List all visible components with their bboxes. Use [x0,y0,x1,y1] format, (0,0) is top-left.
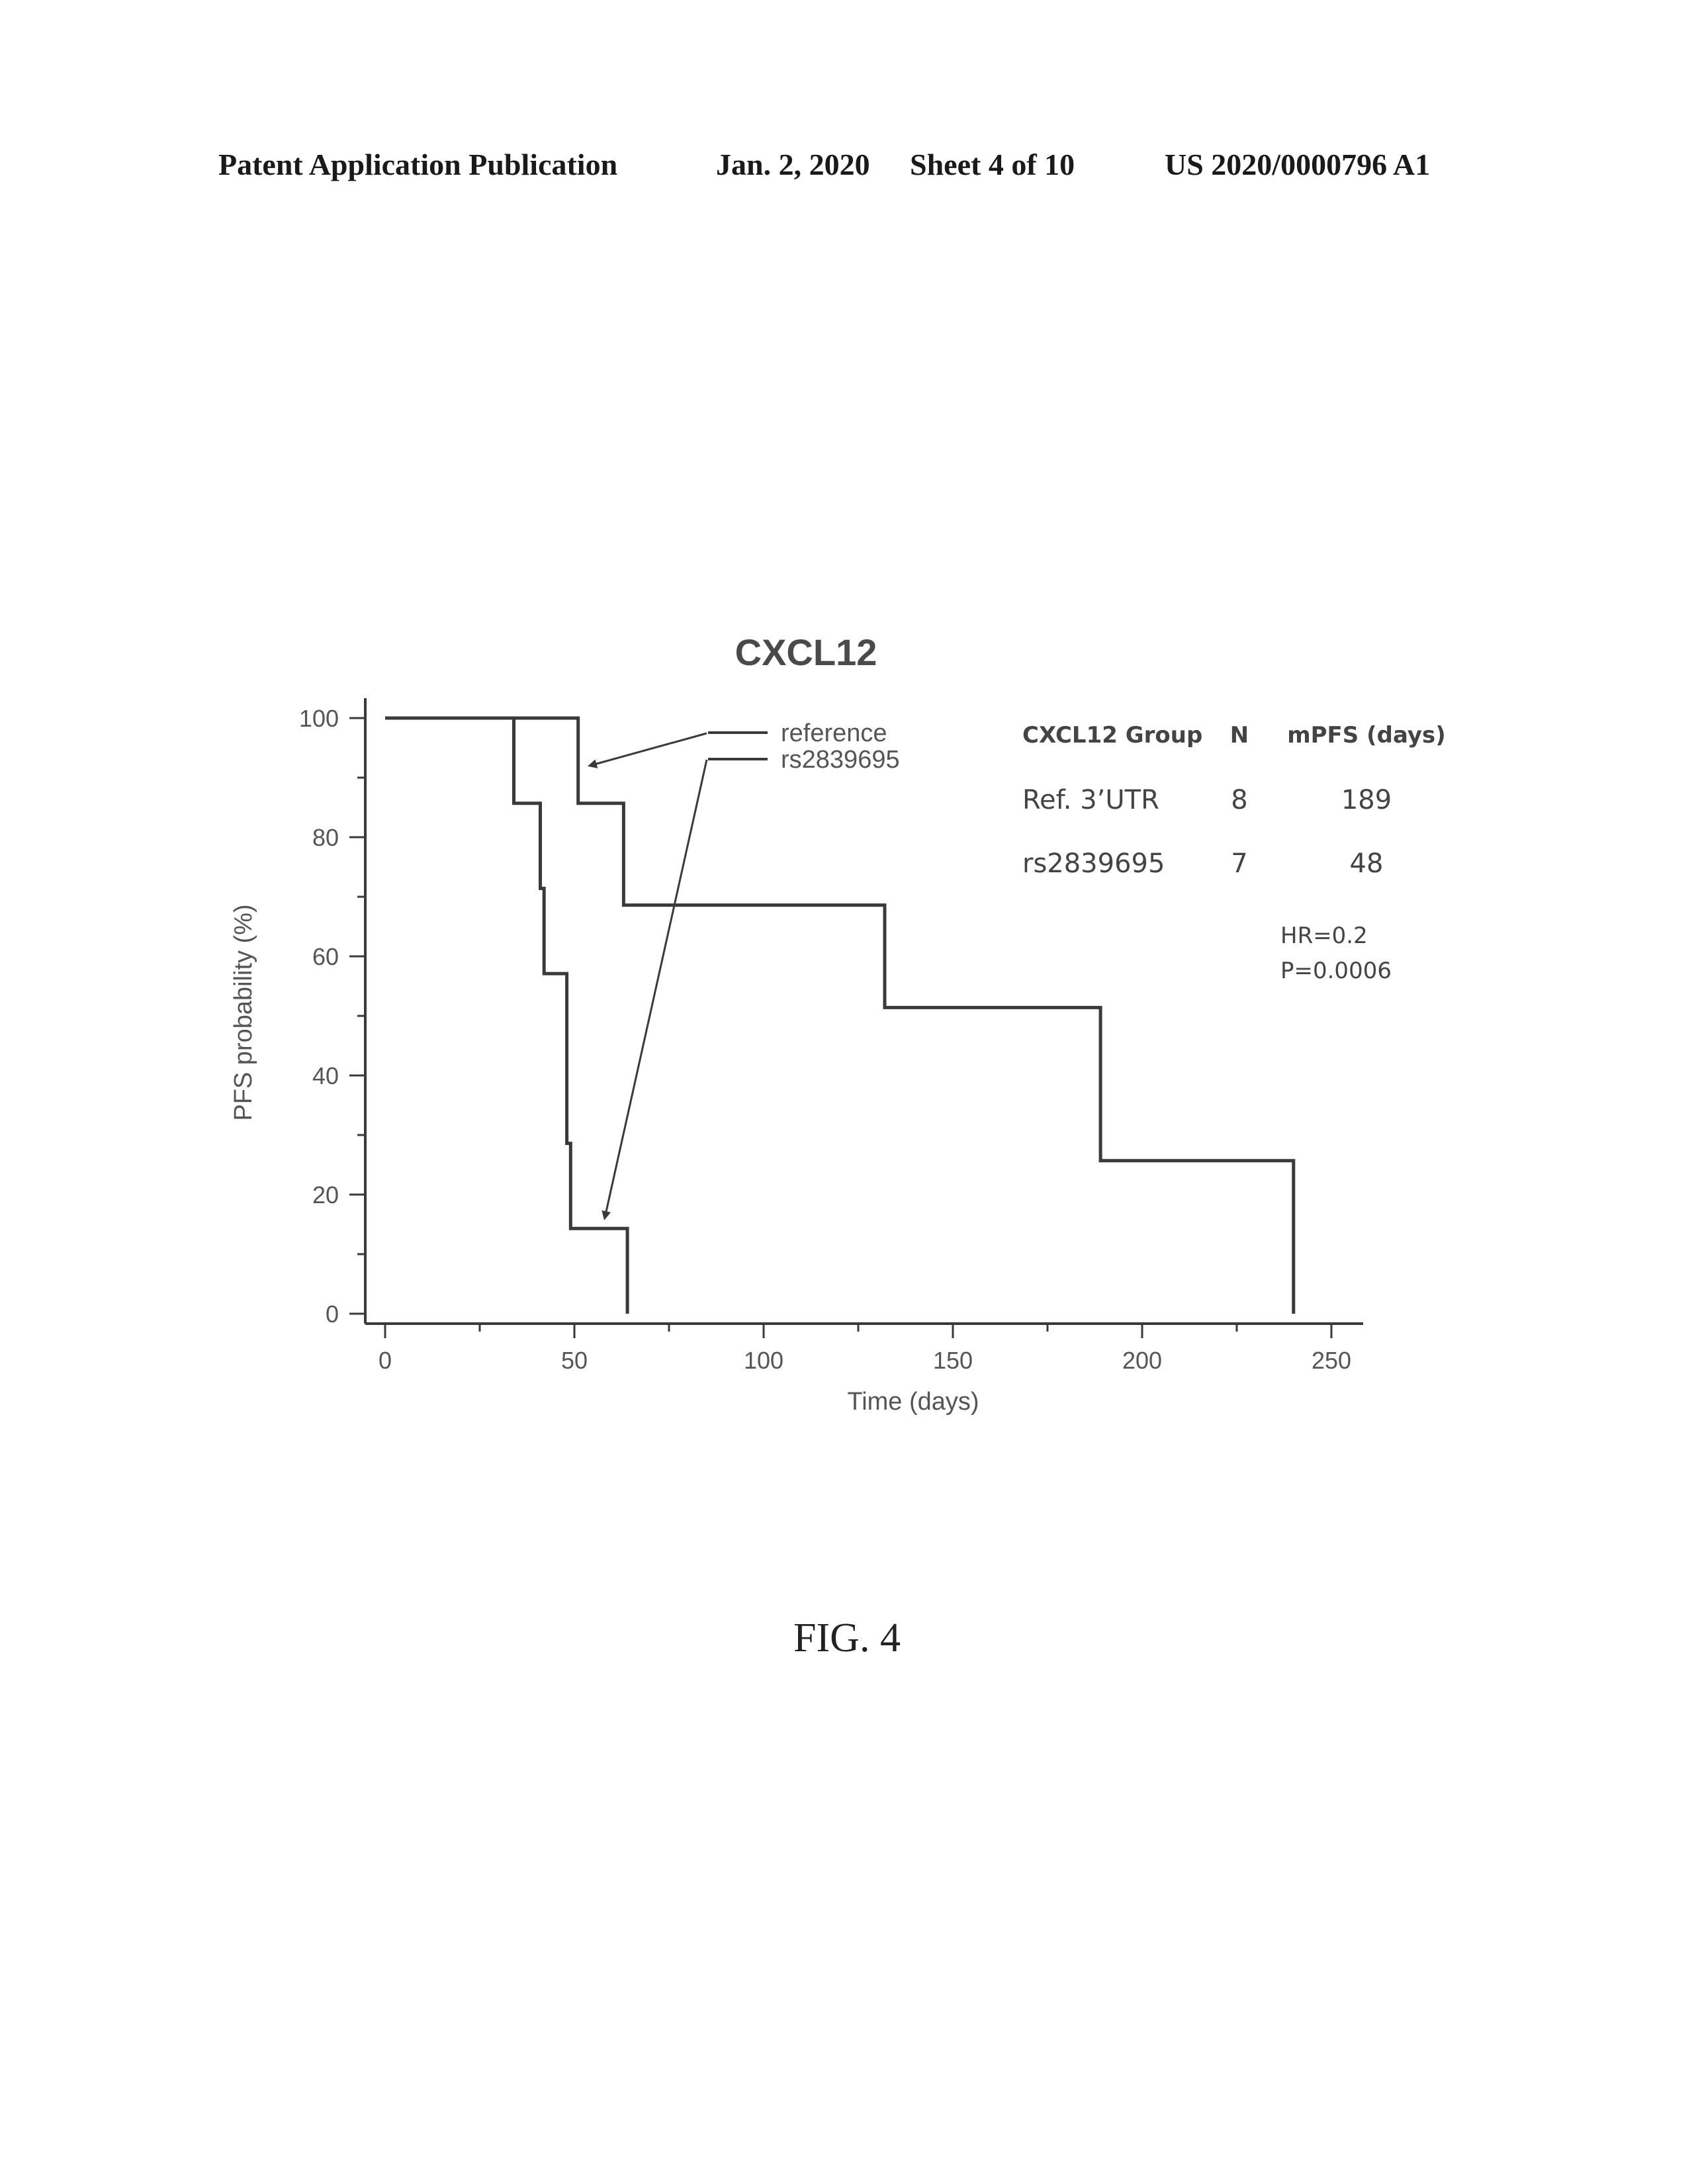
stats-header-group: CXCL12 Group [1022,722,1202,749]
p-value: P=0.0006 [1280,958,1392,984]
series-layer [385,716,1296,1314]
figure-label: FIG. 4 [793,1615,901,1661]
y-tick-label-100: 100 [299,705,339,732]
y-tick-label-20: 20 [312,1181,339,1208]
page-header: Patent Application Publication Jan. 2, 2… [218,147,1476,187]
axes: 0 20 40 60 80 100 0 50 100 150 200 250 [299,698,1363,1374]
y-axis-label: PFS probability (%) [230,904,257,1120]
series-reference [385,716,1296,1314]
legend-label-reference: reference [781,719,887,747]
stats-header-mpfs: mPFS (days) [1287,722,1446,749]
series-rs2839695 [385,716,629,1314]
x-tick-label-200: 200 [1122,1347,1162,1374]
x-tick-label-250: 250 [1312,1347,1351,1374]
annotation-arrows [587,732,708,1220]
x-tick-label-0: 0 [379,1347,392,1374]
patent-number: US 2020/0000796 A1 [1165,148,1431,181]
stats-header-n: N [1230,722,1249,749]
stats-row-snp-group: rs2839695 [1022,848,1165,879]
hazard-ratio: HR=0.2 [1280,923,1368,949]
legend-label-rs2839695: rs2839695 [781,746,900,774]
chart-title: CXCL12 [735,631,877,673]
x-tick-label-50: 50 [561,1347,588,1374]
publication-label: Patent Application Publication [218,148,618,181]
y-tick-label-40: 40 [312,1062,339,1089]
publication-date: Jan. 2, 2020 [716,148,870,181]
y-tick-label-60: 60 [312,943,339,970]
stats-row-snp-n: 7 [1231,848,1247,879]
stats-table: CXCL12 Group N mPFS (days) Ref. 3’UTR 8 … [1022,722,1446,984]
legend: reference rs2839695 [708,719,900,774]
sheet-number: Sheet 4 of 10 [910,148,1075,181]
stats-row-ref-group: Ref. 3’UTR [1022,785,1159,815]
arrow-reference [587,732,707,768]
x-axis-label: Time (days) [847,1388,979,1416]
y-tick-label-80: 80 [312,824,339,851]
stats-row-ref-mpfs: 189 [1341,785,1392,815]
stats-row-ref-n: 8 [1231,785,1247,815]
x-tick-label-100: 100 [744,1347,783,1374]
y-tick-label-0: 0 [326,1300,339,1328]
arrow-rs2839695 [602,759,708,1220]
x-tick-label-150: 150 [933,1347,973,1374]
stats-row-snp-mpfs: 48 [1350,848,1384,879]
